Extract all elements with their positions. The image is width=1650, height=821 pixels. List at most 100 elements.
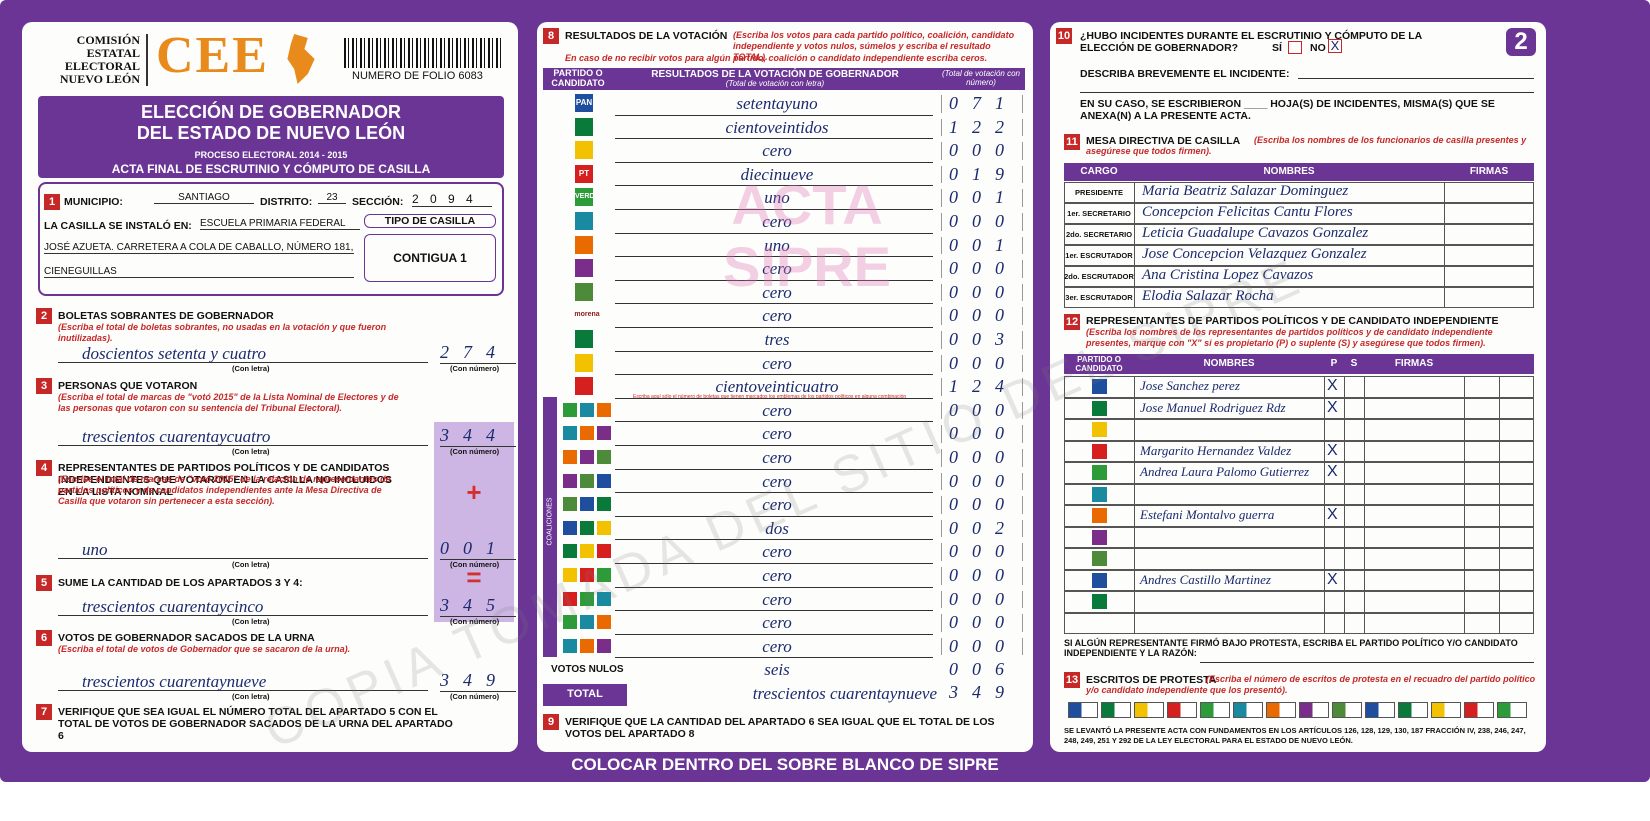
coalition-logo xyxy=(580,591,594,606)
answer-line xyxy=(58,615,428,616)
vote-words: uno xyxy=(764,188,790,208)
coalition-logo xyxy=(563,402,577,417)
answer-digits: 001 xyxy=(440,538,516,560)
official-name: Ana Cristina Lopez Cavazos xyxy=(1142,267,1314,283)
cell-divider xyxy=(1134,376,1135,398)
section-title: MESA DIRECTIVA DE CASILLA xyxy=(1086,135,1241,147)
cell-divider xyxy=(1464,440,1465,462)
org-name: COMISIÓN xyxy=(76,33,140,47)
logo: CEE xyxy=(156,27,269,84)
column-header: NOMBRES xyxy=(1134,358,1324,369)
section-note: En caso de no recibir votos para algún p… xyxy=(565,53,988,63)
letter-label: (Con letra) xyxy=(232,617,270,626)
equals-sign: = xyxy=(466,562,482,592)
cargo: PRESIDENTE xyxy=(1075,188,1123,197)
cell-divider xyxy=(1464,376,1465,398)
protest-text: SI ALGÚN REPRESENTANTE FIRMÓ BAJO PROTES… xyxy=(1064,638,1518,658)
coalition-logo xyxy=(597,450,611,464)
vote-words: cientoveinticuatro xyxy=(715,377,839,397)
coalition-logo xyxy=(563,615,577,630)
coalition-note: Escriba aquí sólo el número de boletas q… xyxy=(633,394,907,400)
cell-divider xyxy=(1324,376,1325,398)
coalition-logo xyxy=(563,544,577,559)
describe-line xyxy=(1298,78,1534,79)
total-words: trescientos cuarentaynueve xyxy=(752,684,937,704)
owner-mark: X xyxy=(1327,398,1338,416)
row-line xyxy=(615,397,933,399)
owner-mark: X xyxy=(1327,570,1338,588)
party-logo xyxy=(575,212,593,230)
vote-words: cero xyxy=(762,400,792,420)
table-row xyxy=(1064,440,1534,462)
section-number: 11 xyxy=(1064,134,1080,150)
barcode xyxy=(344,38,502,68)
null-label: VOTOS NULOS xyxy=(551,664,624,676)
table-row xyxy=(1064,591,1534,613)
vote-digits: 002 xyxy=(949,517,1018,538)
coalition-logo xyxy=(563,591,577,606)
row-line xyxy=(615,279,933,281)
row-line xyxy=(615,138,933,140)
cargo: 3er. ESCRUTADOR xyxy=(1065,293,1133,302)
cell-divider xyxy=(1444,203,1445,224)
coalition-logo xyxy=(580,473,594,488)
row-box xyxy=(941,378,1023,396)
vote-words: cero xyxy=(762,141,792,161)
number-label: (Con número) xyxy=(450,364,500,373)
cell-divider xyxy=(1134,245,1135,266)
column-header: FIRMAS xyxy=(1364,358,1464,369)
cell-divider xyxy=(1499,440,1500,462)
protest-box xyxy=(1497,702,1527,718)
section-number: 9 xyxy=(543,714,559,730)
row-line xyxy=(615,586,933,588)
protest-box xyxy=(1365,702,1395,718)
vote-digits: 000 xyxy=(949,305,1018,326)
cell-divider xyxy=(1134,483,1135,505)
party-logo xyxy=(1092,400,1107,416)
section-title: REPRESENTANTES DE PARTIDOS POLÍTICOS Y D… xyxy=(58,462,392,498)
answer-line xyxy=(58,445,428,446)
total-digits: 349 xyxy=(949,682,1018,703)
protest-box xyxy=(1464,702,1494,718)
cell-divider xyxy=(1499,483,1500,505)
section-note: (Escriba el total de boletas sobrantes, … xyxy=(58,322,387,343)
cell-divider xyxy=(1499,462,1500,484)
section-title: VOTOS DE GOBERNADOR SACADOS DE LA URNA xyxy=(58,632,315,644)
sum-column xyxy=(434,422,514,622)
official-name: Concepcion Felicitas Cantu Flores xyxy=(1142,204,1353,220)
party-logo xyxy=(575,141,593,160)
coalition-logo xyxy=(597,520,611,535)
label: MUNICIPIO: xyxy=(64,196,123,208)
cell-divider xyxy=(1344,505,1345,527)
row-box xyxy=(941,307,1023,325)
column-header: S xyxy=(1344,358,1364,369)
title-box xyxy=(38,96,504,178)
row-box xyxy=(941,449,1023,467)
section-number: 4 xyxy=(36,460,52,476)
left-panel: COMISIÓN ESTATAL ELECTORAL NUEVO LEÓN CEE NUM… xyxy=(22,22,518,752)
vote-digits: 000 xyxy=(949,494,1018,515)
vote-digits: 000 xyxy=(949,281,1018,302)
cell-divider xyxy=(1464,569,1465,591)
cell-divider xyxy=(1134,591,1135,613)
table-row xyxy=(1064,245,1534,266)
table-row xyxy=(1064,376,1534,398)
cell-divider xyxy=(1464,462,1465,484)
section-number: 6 xyxy=(36,630,52,646)
row-box xyxy=(941,590,1023,609)
cell-divider xyxy=(1324,419,1325,441)
cell-divider xyxy=(1324,612,1325,634)
vote-words: tres xyxy=(764,330,790,349)
section-note: (Escriba los nombres de los funcionarios… xyxy=(1086,135,1527,156)
cell-divider xyxy=(1364,526,1365,548)
row-line xyxy=(615,633,933,635)
table-row xyxy=(1064,612,1534,634)
row-line xyxy=(615,421,933,423)
coalition-logo xyxy=(597,497,611,512)
owner-mark: X xyxy=(1327,506,1338,523)
party-logo xyxy=(1092,443,1107,459)
vote-words: cero xyxy=(762,636,792,656)
section-number: 3 xyxy=(36,378,52,394)
vote-digits: 124 xyxy=(949,376,1018,397)
section-number: 12 xyxy=(1064,314,1080,330)
